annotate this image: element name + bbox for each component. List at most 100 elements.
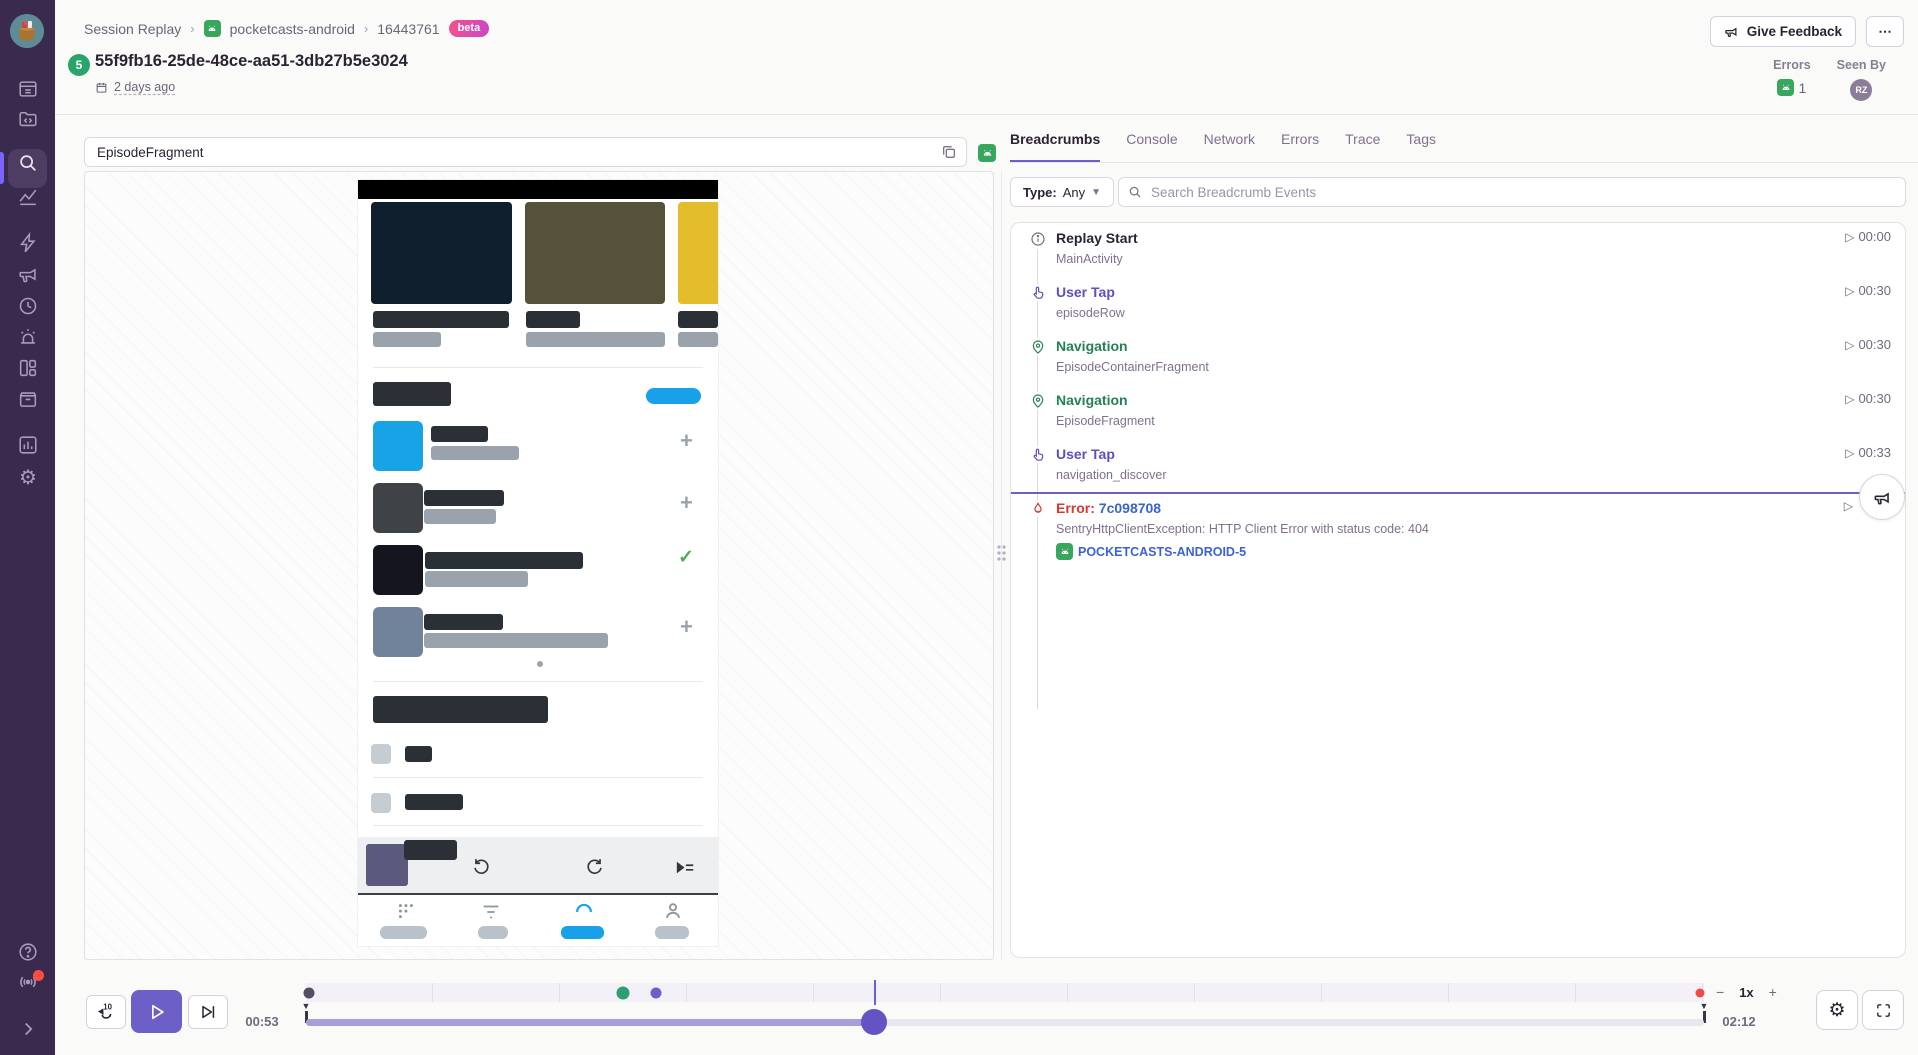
- skip-end-icon: [202, 1005, 215, 1019]
- breadcrumb-project[interactable]: pocketcasts-android: [229, 20, 355, 37]
- breadcrumb-session-replay[interactable]: Session Replay: [84, 20, 182, 37]
- event-row[interactable]: Navigation EpisodeFragment ▷ 00:30: [1011, 385, 1905, 439]
- tab-network[interactable]: Network: [1203, 131, 1255, 147]
- plus-icon: +: [680, 490, 693, 515]
- play-button[interactable]: [131, 990, 182, 1033]
- player-settings-button[interactable]: ⚙: [1816, 990, 1858, 1030]
- sidebar-item-issues[interactable]: [15, 76, 41, 102]
- sidebar-item-crons[interactable]: [15, 386, 41, 412]
- error-label: Error:: [1056, 500, 1095, 516]
- event-timestamp[interactable]: ▷ 00:00: [1845, 229, 1891, 244]
- event-row[interactable]: User Tap navigation_discover ▷ 00:33: [1011, 439, 1905, 493]
- sidebar-item-alerts-rules[interactable]: [15, 230, 41, 256]
- issue-link[interactable]: POCKETCASTS-ANDROID-5: [1078, 544, 1247, 559]
- event-timestamp[interactable]: ▷ 00:30: [1845, 283, 1891, 298]
- sidebar-item-explore[interactable]: [15, 150, 41, 176]
- playback-speed-label[interactable]: 1x: [1739, 984, 1754, 1000]
- breadcrumb-event-list: Replay Start MainActivity ▷ 00:00 User Ta…: [1010, 222, 1906, 958]
- tap-icon: [1029, 284, 1046, 301]
- sidebar-collapse-chevron[interactable]: [15, 1016, 41, 1042]
- floating-feedback-button[interactable]: [1859, 474, 1905, 520]
- sidebar-active-indicator: [0, 152, 4, 184]
- breadcrumb-replay-id: 16443761: [377, 20, 440, 37]
- timeline-end-marker: ▼: [1697, 1002, 1711, 1023]
- minimap-marker-navigation[interactable]: [616, 986, 630, 999]
- play-icon: ▷: [1845, 283, 1855, 298]
- ellipsis-icon: ⋯: [1878, 23, 1892, 39]
- event-timestamp[interactable]: ▷ 00:30: [1845, 391, 1891, 406]
- breadcrumb-search-input[interactable]: [1118, 177, 1906, 207]
- event-timestamp[interactable]: ▷: [1844, 499, 1853, 513]
- event-description: navigation_discover: [1056, 468, 1167, 482]
- event-row[interactable]: User Tap episodeRow ▷ 00:30: [1011, 277, 1905, 331]
- errors-count[interactable]: 1: [1798, 79, 1807, 96]
- sidebar-item-monitors[interactable]: [15, 324, 41, 350]
- minimap-marker-user-tap[interactable]: [650, 987, 661, 998]
- dom-search-input[interactable]: [84, 137, 967, 167]
- replay-timestamp[interactable]: 2 days ago: [95, 80, 175, 94]
- detail-tabs: Breadcrumbs Console Network Errors Trace…: [1010, 131, 1918, 163]
- tab-tags[interactable]: Tags: [1406, 131, 1436, 147]
- rewind-10-button[interactable]: 10: [86, 995, 126, 1029]
- wireframe-card: [678, 202, 718, 304]
- android-project-icon: [1777, 79, 1795, 96]
- event-title: Replay Start: [1056, 230, 1138, 246]
- timeline-minimap[interactable]: [303, 980, 1705, 1005]
- event-row[interactable]: Navigation EpisodeContainerFragment ▷ 00:…: [1011, 331, 1905, 385]
- zoom-out-icon[interactable]: −: [1716, 984, 1725, 1000]
- tab-console[interactable]: Console: [1126, 131, 1178, 147]
- minimap-marker-error[interactable]: [1695, 988, 1705, 997]
- skip-forward-icon: [584, 855, 606, 882]
- up-next-icon: [674, 857, 696, 884]
- skip-to-end-button[interactable]: [188, 995, 228, 1029]
- timeline-playhead-knob[interactable]: [860, 1009, 887, 1035]
- zoom-in-icon[interactable]: +: [1768, 984, 1777, 1000]
- event-timestamp[interactable]: ▷ 00:30: [1845, 337, 1891, 352]
- event-row[interactable]: Replay Start MainActivity ▷ 00:00: [1011, 223, 1905, 277]
- nav-discover-icon: [573, 899, 595, 926]
- sidebar-item-help[interactable]: [15, 939, 41, 965]
- seen-by-avatar[interactable]: RZ: [1850, 79, 1873, 101]
- wireframe-card: [525, 202, 665, 304]
- info-icon: [1029, 230, 1046, 247]
- sidebar-item-feedback[interactable]: [15, 261, 41, 287]
- copy-icon[interactable]: [941, 144, 957, 160]
- fullscreen-button[interactable]: [1862, 990, 1904, 1030]
- sidebar-item-projects[interactable]: [15, 106, 41, 132]
- sidebar-item-whats-new[interactable]: [15, 969, 41, 995]
- divider: [358, 893, 718, 895]
- tab-errors[interactable]: Errors: [1281, 131, 1320, 147]
- sidebar-item-insights[interactable]: [15, 355, 41, 381]
- panel-resize-handle[interactable]: [995, 543, 1008, 563]
- tabs-rule: [1010, 162, 1918, 163]
- tab-trace[interactable]: Trace: [1345, 131, 1381, 147]
- type-filter-dropdown[interactable]: Type: Any ▼: [1010, 177, 1115, 207]
- sidebar-item-settings[interactable]: ⚙: [19, 466, 37, 489]
- sidebar-item-stats[interactable]: [15, 432, 41, 458]
- timeline-scrubber[interactable]: [306, 1009, 1704, 1035]
- sidebar-item-replays[interactable]: [15, 293, 41, 319]
- sidebar-item-dashboards[interactable]: [15, 184, 41, 210]
- event-title: User Tap: [1056, 284, 1115, 300]
- wireframe-block: [373, 696, 548, 723]
- error-id-link[interactable]: 7c098708: [1098, 500, 1162, 516]
- org-avatar[interactable]: [10, 14, 44, 48]
- nav-filter-icon: [480, 901, 502, 928]
- event-row-error[interactable]: Error: 7c098708 SentryHttpClientExceptio…: [1011, 493, 1905, 583]
- location-pin-icon: [1029, 338, 1046, 355]
- wireframe-block: [526, 332, 665, 347]
- wireframe-block: [526, 311, 580, 328]
- tab-breadcrumbs[interactable]: Breadcrumbs: [1010, 131, 1101, 163]
- more-options-button[interactable]: ⋯: [1866, 16, 1904, 47]
- wireframe-block: [373, 311, 509, 328]
- divider: [373, 825, 703, 826]
- breadcrumb-search: [1118, 177, 1906, 207]
- page-title: 55f9fb16-25de-48ce-aa51-3db27b5e3024: [95, 52, 408, 70]
- replay-viewport[interactable]: + + ✓ +: [84, 171, 994, 960]
- minimap-marker-start[interactable]: [303, 987, 315, 998]
- seen-by-stat: Seen By RZ: [1837, 58, 1886, 101]
- event-timestamp[interactable]: ▷ 00:33: [1845, 445, 1891, 460]
- time-ago-label: 2 days ago: [114, 80, 176, 94]
- play-icon: ▷: [1845, 445, 1855, 460]
- give-feedback-button[interactable]: Give Feedback: [1709, 16, 1856, 47]
